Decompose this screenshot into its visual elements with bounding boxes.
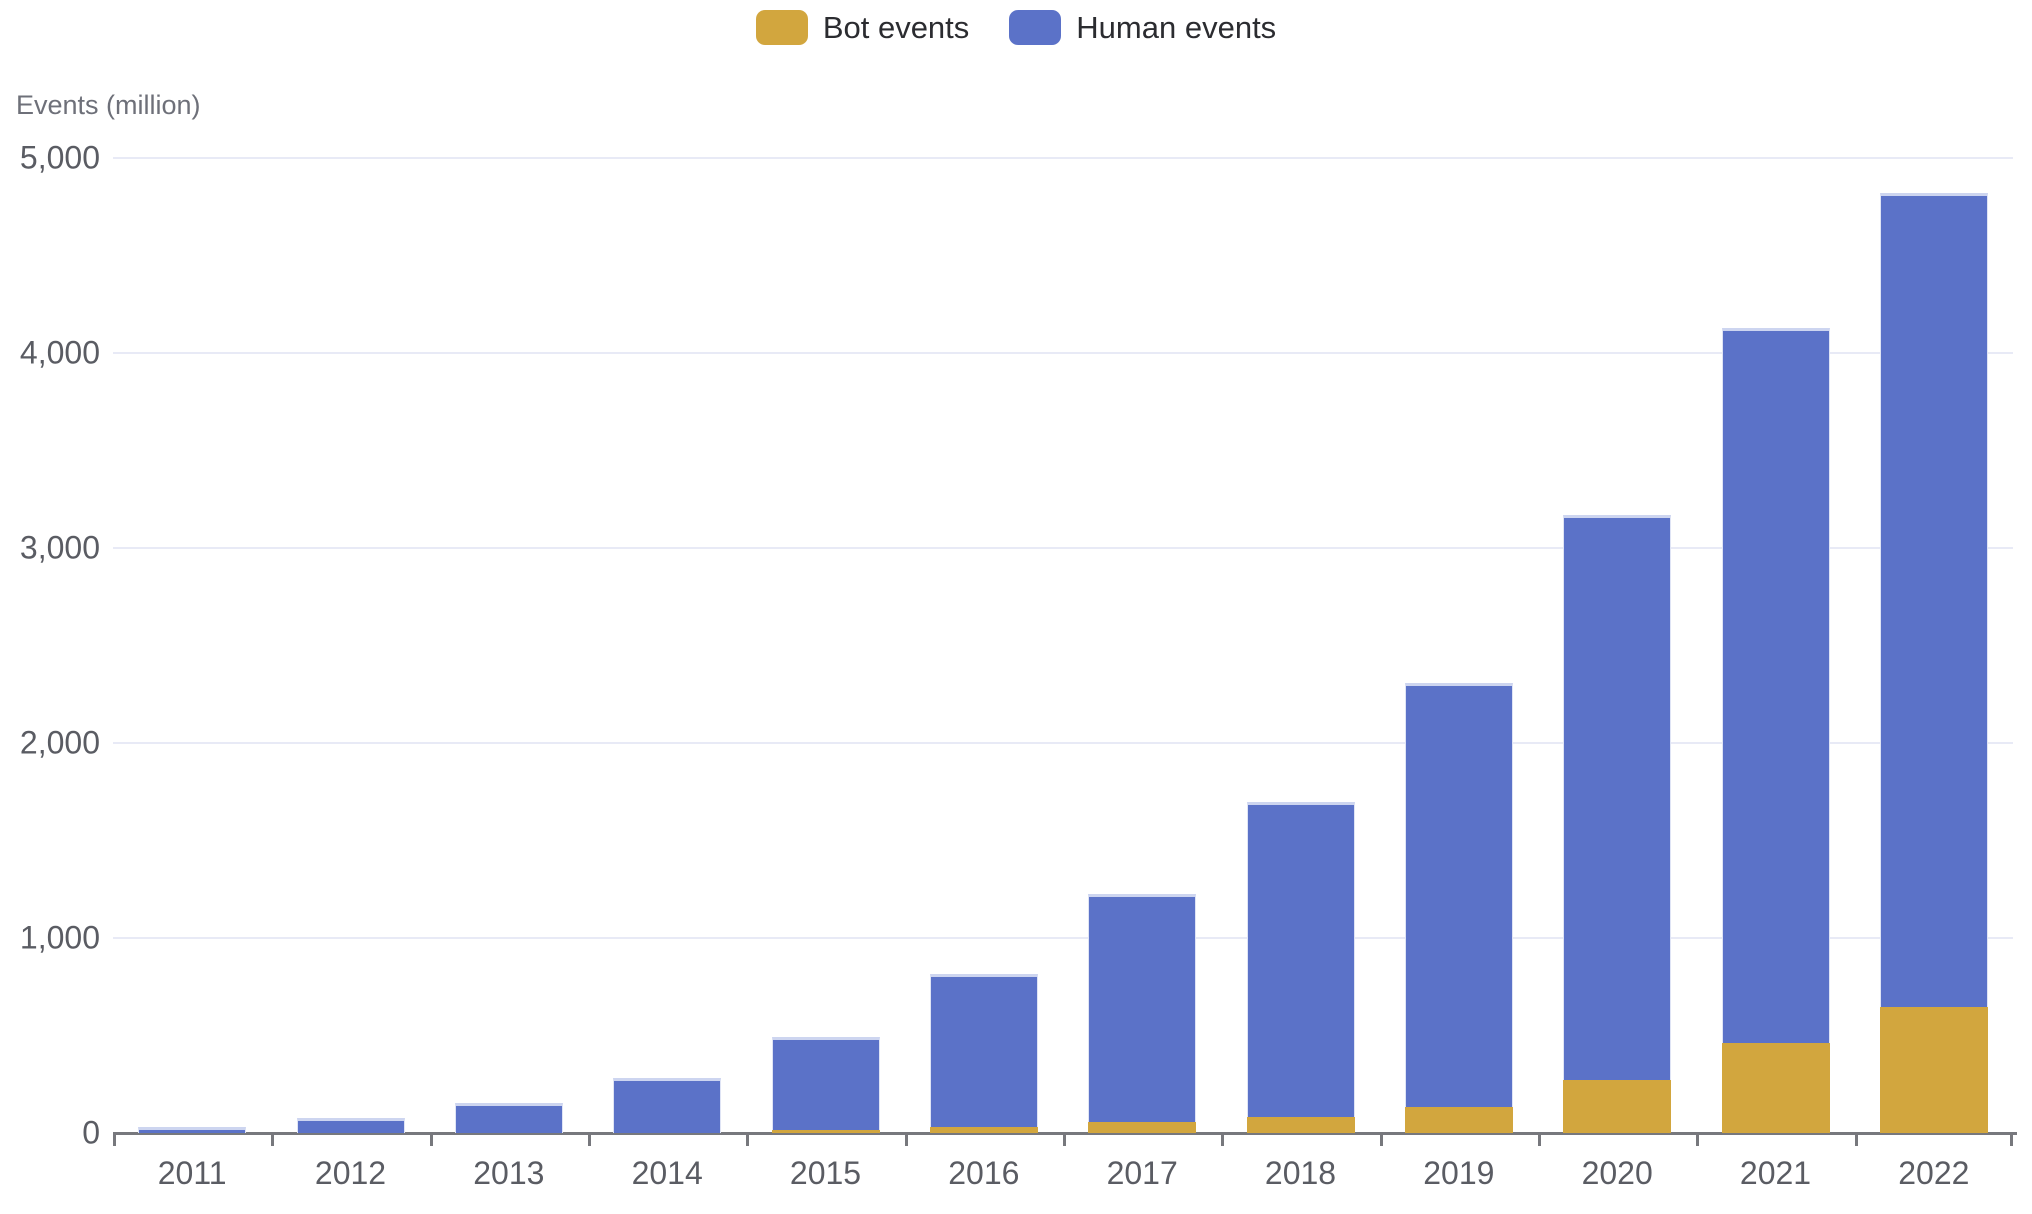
bar-2018[interactable] (1246, 801, 1355, 1133)
bar-2011[interactable] (138, 1127, 247, 1133)
x-axis-tick (1063, 1133, 1066, 1146)
x-axis-tick (1538, 1133, 1541, 1146)
bar-2016[interactable] (929, 974, 1038, 1133)
x-axis-tick (271, 1133, 275, 1146)
gridline-3,000 (113, 547, 2013, 549)
x-axis-label-2019: 2019 (1423, 1155, 1495, 1191)
bar-segment-bot-events-2017[interactable] (1088, 1122, 1197, 1133)
y-axis-tick-label: 4,000 (19, 334, 100, 371)
x-axis-tick (588, 1133, 591, 1146)
bar-segment-human-events-2018[interactable] (1246, 801, 1355, 1118)
legend-label-bot-events: Bot events (822, 10, 970, 45)
bot-events-swatch-icon (755, 10, 808, 45)
x-axis-label-2014: 2014 (631, 1155, 703, 1191)
x-axis-label-2012: 2012 (314, 1155, 387, 1191)
bar-2020[interactable] (1563, 514, 1672, 1133)
bar-segment-human-events-2022[interactable] (1879, 193, 1988, 1008)
gridline-2,000 (113, 742, 2013, 744)
bar-segment-human-events-2013[interactable] (454, 1102, 563, 1133)
x-axis-label-2013: 2013 (473, 1155, 545, 1191)
bar-2012[interactable] (296, 1118, 405, 1133)
y-axis-title: Events (million) (16, 90, 201, 120)
legend: Bot events Human events (0, 10, 2032, 45)
bar-2014[interactable] (613, 1078, 722, 1133)
y-axis-tick-label: 5,000 (19, 139, 100, 176)
x-axis-label-2017: 2017 (1106, 1155, 1178, 1191)
bar-segment-human-events-2015[interactable] (771, 1037, 880, 1131)
bar-2019[interactable] (1404, 682, 1513, 1133)
gridline-1,000 (113, 937, 2013, 939)
x-axis-tick (1696, 1133, 1700, 1146)
bar-segment-bot-events-2022[interactable] (1879, 1007, 1988, 1133)
bar-segment-bot-events-2020[interactable] (1563, 1080, 1672, 1133)
plot-area: 0 1,000 2,000 3,000 4,000 5,000 2011 2012 2013 20… (20, 140, 2017, 1191)
bar-segment-bot-events-2019[interactable] (1404, 1106, 1513, 1133)
bar-segment-human-events-2019[interactable] (1404, 682, 1513, 1107)
x-axis-tick (1854, 1133, 1858, 1146)
bar-2021[interactable] (1721, 327, 1830, 1133)
gridline-4,000 (113, 352, 2013, 354)
x-axis-tick (1379, 1133, 1383, 1146)
gridline-5,000 (113, 157, 2013, 159)
bar-segment-bot-events-2021[interactable] (1721, 1043, 1830, 1133)
bar-segment-human-events-2020[interactable] (1563, 514, 1672, 1081)
x-axis-label-2016: 2016 (948, 1155, 1020, 1191)
y-axis-tick-label: 1,000 (19, 919, 100, 956)
bar-2013[interactable] (454, 1102, 563, 1133)
bar-segment-bot-events-2018[interactable] (1246, 1117, 1355, 1133)
y-axis-tick-label: 2,000 (19, 724, 100, 761)
x-axis-label-2011: 2011 (157, 1155, 227, 1191)
x-axis-tick (429, 1133, 433, 1146)
bar-segment-human-events-2011[interactable] (138, 1127, 247, 1133)
bar-2022[interactable] (1879, 193, 1988, 1133)
bar-segment-human-events-2017[interactable] (1088, 894, 1197, 1123)
x-axis-label-2015: 2015 (789, 1155, 862, 1191)
x-axis-label-2018: 2018 (1264, 1155, 1337, 1191)
x-axis-label-2022: 2022 (1898, 1155, 1970, 1191)
x-axis-tick (113, 1133, 116, 1146)
bar-segment-bot-events-2015[interactable] (771, 1130, 880, 1133)
bar-segment-human-events-2014[interactable] (613, 1078, 722, 1133)
y-axis-tick-label: 3,000 (19, 529, 100, 566)
x-axis-tick (1221, 1133, 1225, 1146)
y-axis-tick-label: 0 (82, 1114, 100, 1151)
bar-2017[interactable] (1088, 894, 1197, 1133)
x-axis-tick (2010, 1133, 2013, 1146)
x-axis-label-2021: 2021 (1739, 1155, 1812, 1191)
bar-segment-bot-events-2016[interactable] (929, 1127, 1038, 1133)
bar-segment-human-events-2021[interactable] (1721, 327, 1830, 1044)
legend-item-bot-events[interactable]: Bot events (755, 10, 970, 45)
bar-segment-human-events-2012[interactable] (296, 1118, 405, 1133)
x-axis-tick (746, 1133, 750, 1146)
human-events-swatch-icon (1009, 10, 1062, 45)
bar-2015[interactable] (771, 1037, 880, 1133)
legend-item-human-events[interactable]: Human events (1009, 10, 1276, 45)
bar-segment-human-events-2016[interactable] (929, 974, 1038, 1128)
legend-label-human-events: Human events (1076, 10, 1277, 45)
x-axis-tick (904, 1133, 908, 1146)
x-axis-label-2020: 2020 (1581, 1155, 1653, 1191)
